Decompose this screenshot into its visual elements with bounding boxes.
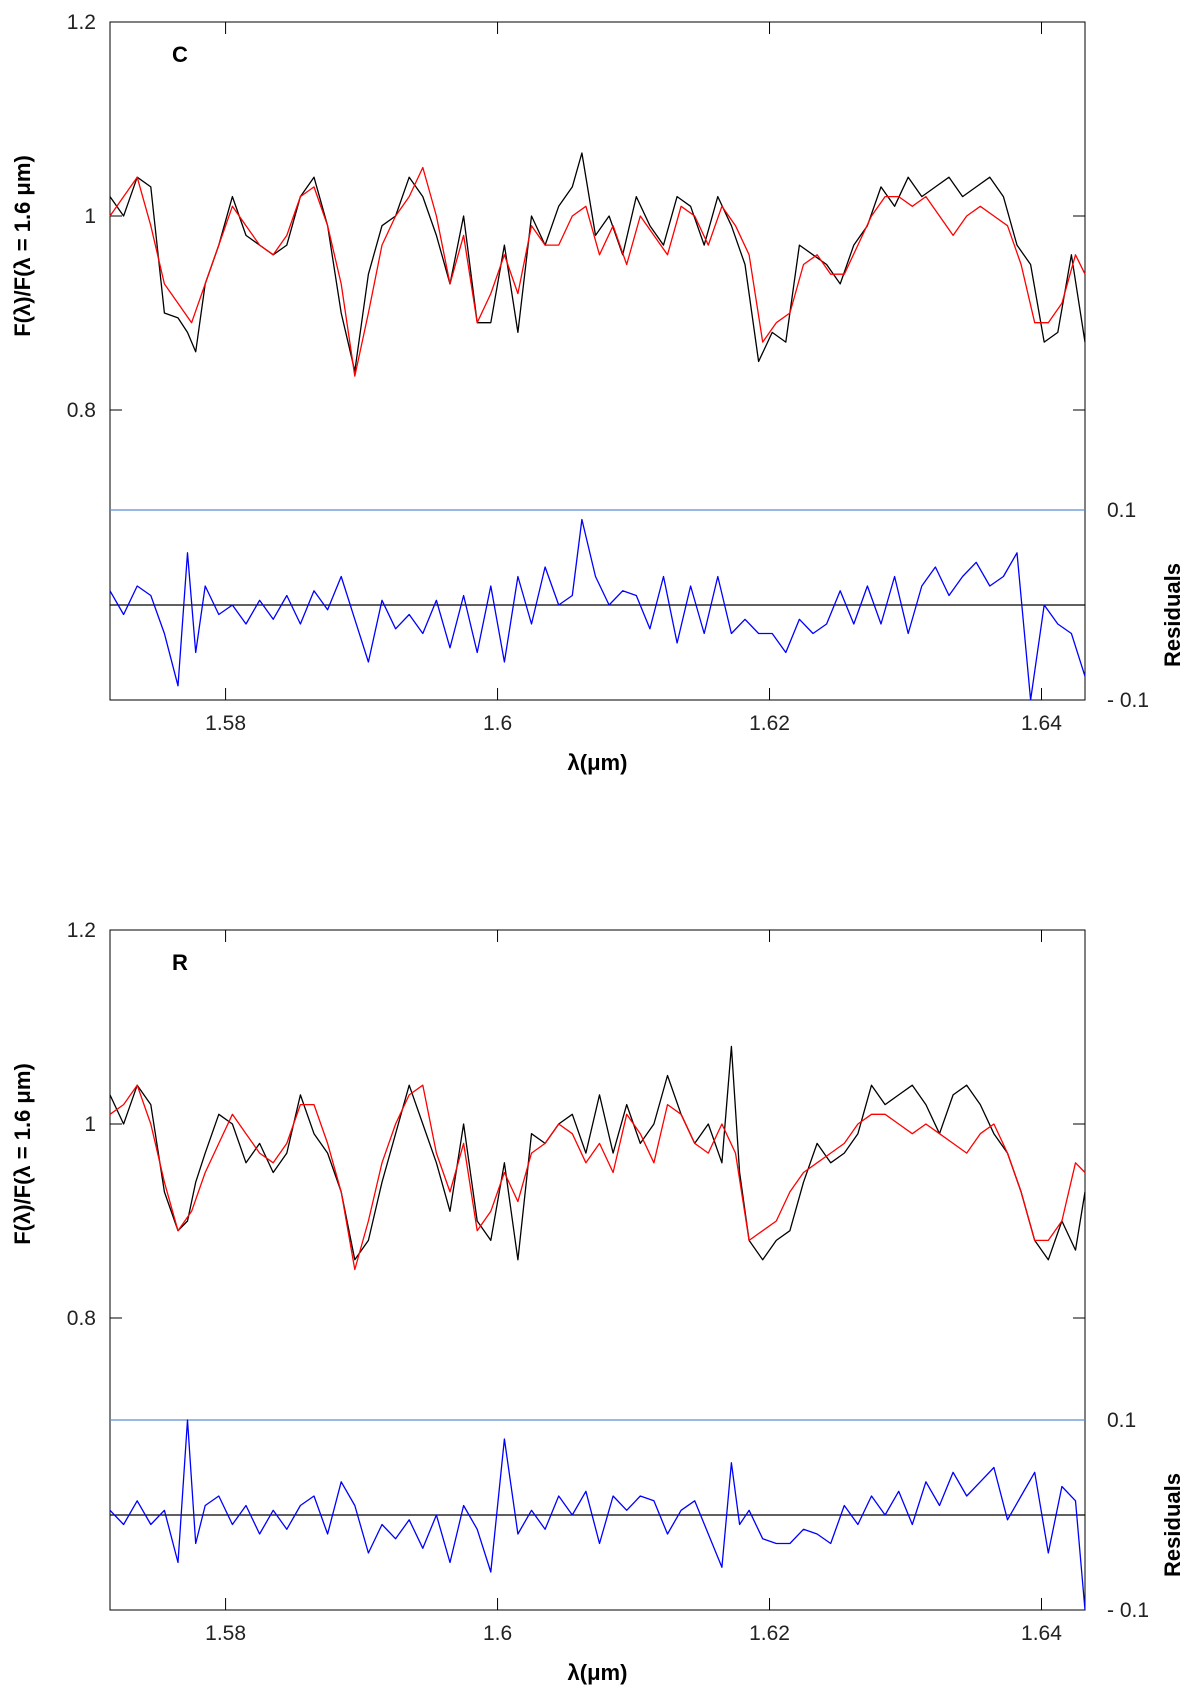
observed-series-line bbox=[109, 1045, 1086, 1261]
plot-frame bbox=[109, 929, 1086, 1611]
spectrum-panel-c: 1.58 1.6 1.62 1.64 0.8 1 1.2 - 0.1 0.1 Cλ(μm) F(λ)… bbox=[10, 11, 1185, 775]
plot-frame bbox=[109, 21, 1086, 701]
x-tick-label: 1.6 bbox=[483, 1622, 512, 1645]
spectrum-panel-r: 1.58 1.6 1.62 1.64 0.8 1 1.2 - 0.1 0.1 Rλ(μm) F(λ)… bbox=[10, 919, 1185, 1685]
panel-label: C bbox=[172, 42, 188, 67]
x-tick-label: 1.6 bbox=[483, 712, 512, 735]
x-tick-label: 1.58 bbox=[205, 712, 246, 735]
residuals-axis-title: Residuals bbox=[1160, 1473, 1185, 1577]
observed-series-line bbox=[109, 152, 1086, 372]
model-series-line bbox=[109, 1084, 1086, 1271]
residual-tick-label: 0.1 bbox=[1107, 1409, 1136, 1432]
y-tick-label: 0.8 bbox=[67, 1307, 96, 1330]
residual-tick-label: - 0.1 bbox=[1107, 689, 1149, 712]
y-tick-label: 1.2 bbox=[67, 11, 96, 34]
residuals-axis-title: Residuals bbox=[1160, 563, 1185, 667]
x-tick-label: 1.62 bbox=[749, 1622, 790, 1645]
residuals-series-line bbox=[109, 518, 1086, 701]
x-tick-label: 1.58 bbox=[205, 1622, 246, 1645]
y-axis-title: F(λ)/F(λ = 1.6 μm) bbox=[10, 1063, 35, 1245]
y-tick-label: 0.8 bbox=[67, 399, 96, 422]
y-tick-label: 1 bbox=[84, 205, 96, 228]
panel-label: R bbox=[172, 950, 188, 975]
residual-tick-label: - 0.1 bbox=[1107, 1599, 1149, 1622]
x-tick-label: 1.64 bbox=[1021, 712, 1062, 735]
x-tick-label: 1.62 bbox=[749, 712, 790, 735]
x-axis-title: λ(μm) bbox=[568, 750, 628, 775]
residual-tick-label: 0.1 bbox=[1107, 499, 1136, 522]
y-tick-label: 1.2 bbox=[67, 919, 96, 942]
residuals-series-line bbox=[109, 1419, 1086, 1611]
model-series-line bbox=[109, 166, 1086, 377]
y-axis-title: F(λ)/F(λ = 1.6 μm) bbox=[10, 155, 35, 337]
x-axis-title: λ(μm) bbox=[568, 1660, 628, 1685]
x-tick-label: 1.64 bbox=[1021, 1622, 1062, 1645]
y-tick-label: 1 bbox=[84, 1113, 96, 1136]
